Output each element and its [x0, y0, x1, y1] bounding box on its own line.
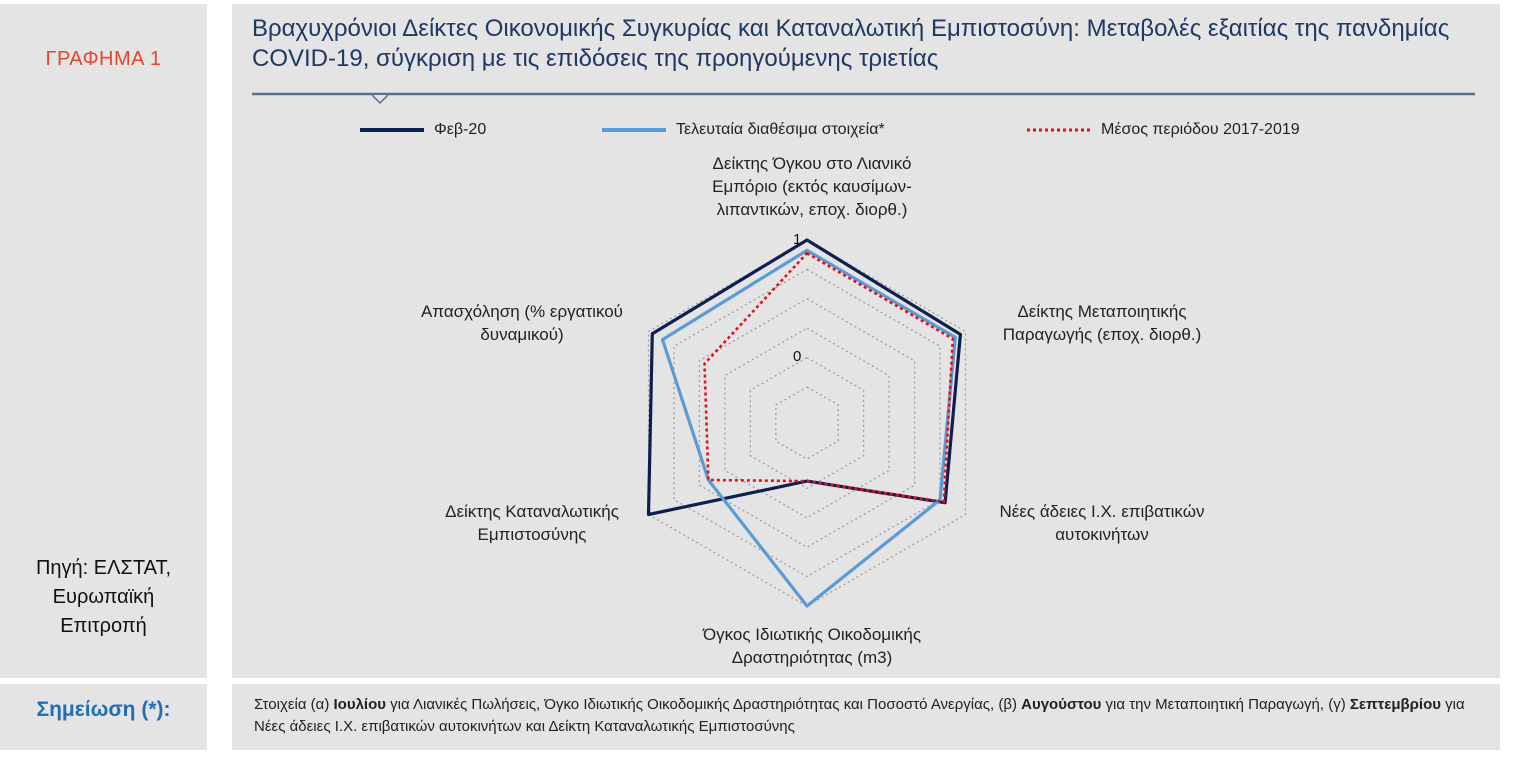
note-text-part: για Λιανικές Πωλήσεις, Όγκο Ιδιωτικής Οι…	[385, 696, 1022, 713]
axis-label-consumer-confidence: Δείκτης Καταναλωτικής Εμπιστοσύνης	[445, 502, 619, 544]
note-text-part: για την Μεταποιητική Παραγωγή, (γ)	[1101, 696, 1350, 713]
radar-grid-ring	[647, 239, 967, 607]
legend-item-avg: Μέσος περιόδου 2017-2019	[1027, 121, 1300, 139]
radar-tick-label: 0	[793, 348, 801, 365]
legend-item-latest: Τελευταία διαθέσιμα στοιχεία*	[602, 121, 885, 139]
legend-label-feb20: Φεβ-20	[434, 121, 487, 138]
legend-label-avg: Μέσος περιόδου 2017-2019	[1101, 121, 1300, 138]
series-avg-line	[703, 251, 955, 504]
radar-grid-ring	[673, 268, 941, 578]
chart-number-label: ΓΡΑΦΗΜΑ 1	[45, 48, 162, 70]
note-box: Στοιχεία (α) Ιουλίου για Λιανικές Πωλήσε…	[232, 684, 1500, 750]
axis-label-manufacturing: Δείκτης Μεταποιητικής Παραγωγής (εποχ. δ…	[1002, 302, 1202, 344]
radar-chart: 01	[646, 231, 967, 608]
source-note: Πηγή: ΕΛΣΤΑΤ, Ευρωπαϊκή Επιτροπή	[35, 557, 172, 637]
axis-label-construction: Όγκος Ιδιωτικής Οικοδομικής Δραστηριότητ…	[702, 625, 922, 667]
legend-swatch-feb20	[360, 128, 424, 132]
axis-label-car-licenses: Νέες άδειες Ι.Χ. επιβατικών αυτοκινήτων	[999, 502, 1205, 544]
radar-grid-ring	[698, 298, 916, 548]
series-feb20-line	[646, 238, 963, 517]
radar-grid-ring	[749, 356, 865, 490]
chart-panel: Βραχυχρόνιοι Δείκτες Οικονομικής Συγκυρί…	[232, 4, 1500, 678]
radar-tick-label: 1	[793, 231, 801, 248]
legend-item-feb20: Φεβ-20	[360, 121, 486, 139]
note-text-bold-part: Αυγούστου	[1021, 696, 1102, 713]
left-panel: ΓΡΑΦΗΜΑ 1 Πηγή: ΕΛΣΤΑΤ, Ευρωπαϊκή Επιτρο…	[0, 4, 207, 678]
chart-title: Βραχυχρόνιοι Δείκτες Οικονομικής Συγκυρί…	[252, 15, 1450, 72]
legend-swatch-latest	[602, 128, 666, 132]
note-text-part: για Νέες άδειες Ι.Χ. επιβατικών αυτοκινή…	[254, 696, 1465, 735]
note-label-box: Σημείωση (*):	[0, 684, 207, 750]
legend-label-latest: Τελευταία διαθέσιμα στοιχεία*	[676, 121, 885, 138]
legend-swatch-avg	[1027, 128, 1091, 132]
note-text: Στοιχεία (α) Ιουλίου για Λιανικές Πωλήσε…	[254, 694, 1484, 738]
series-latest-line	[660, 248, 957, 608]
radar-grid-ring	[775, 386, 839, 460]
title-underline	[252, 92, 1475, 105]
note-label: Σημείωση (*):	[36, 698, 171, 721]
note-text-bold-part: Ιουλίου	[333, 696, 386, 713]
axis-label-employment: Απασχόληση (% εργατικού δυναμικού)	[421, 302, 623, 344]
axis-label-retail: Δείκτης Όγκου στο Λιανικό Εμπόριο (εκτός…	[712, 154, 912, 219]
note-text-part: Στοιχεία (α)	[254, 696, 334, 713]
note-text-bold-part: Σεπτεμβρίου	[1349, 696, 1441, 713]
